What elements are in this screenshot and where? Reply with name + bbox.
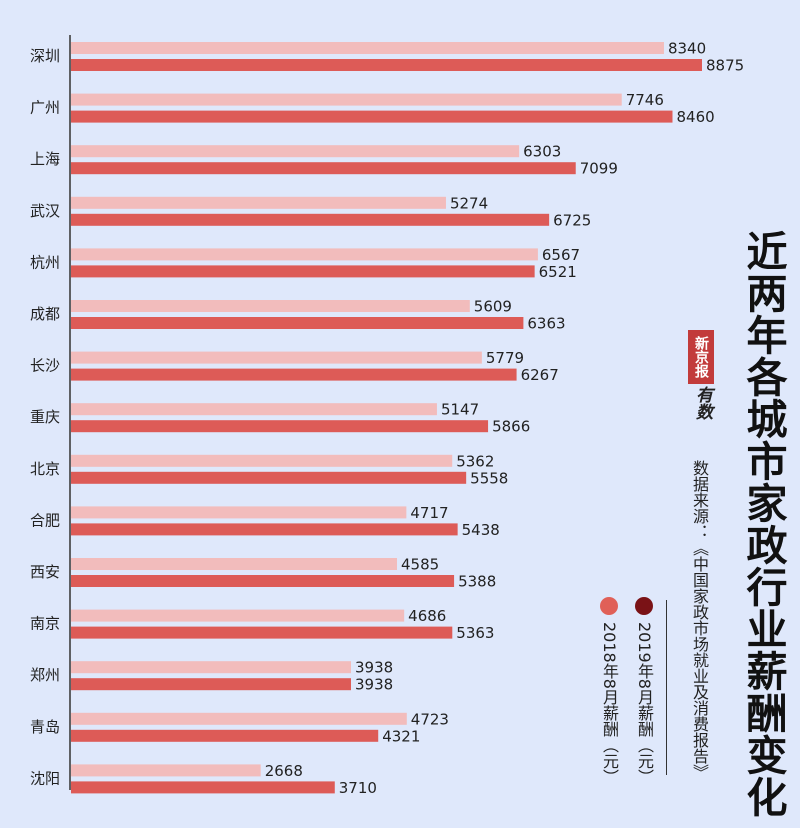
bar-2018 [71,712,407,725]
legend-divider [666,600,667,775]
data-label: 5147 [441,401,479,419]
data-label: 5609 [474,298,512,316]
bar-2019 [71,368,517,381]
category-label: 沈阳 [30,769,60,787]
logo-script-text: 有数 [692,386,712,420]
bar-2018 [71,145,520,158]
bar-2018 [71,558,397,570]
bar-2018 [71,93,622,106]
data-source: 数据来源：《中国家政市场就业及消费报告》 [690,460,709,780]
data-label: 7099 [580,160,618,178]
bar-2019 [71,575,455,587]
category-label: 杭州 [30,253,60,271]
category-label: 北京 [30,460,60,478]
category-label: 西安 [30,563,60,581]
bar-2018 [71,403,437,416]
bar-2019 [71,729,379,742]
data-label: 8340 [668,40,706,58]
data-label: 4717 [410,504,448,522]
bar-2019 [71,162,576,175]
bar-2019 [71,626,453,639]
logo-red-badge: 新京报 [688,330,714,384]
data-label: 8875 [706,57,744,75]
bar-2019 [71,317,524,329]
data-label: 3938 [355,659,393,677]
category-label: 广州 [30,99,60,117]
legend-2019-dot [635,597,653,615]
bar-2019 [71,420,489,433]
data-label: 5779 [486,349,524,367]
data-label: 4585 [401,556,439,574]
data-label: 5363 [456,624,494,642]
bar-2018 [71,506,407,519]
bar-2018 [71,454,453,467]
category-label: 青岛 [30,718,60,736]
bar-2018 [71,196,446,209]
bar-2019 [71,471,467,484]
bar-2019 [71,523,458,536]
category-label: 深圳 [30,47,60,65]
data-label: 6267 [521,366,559,384]
category-label: 重庆 [30,408,60,426]
bar-2019 [71,213,550,226]
bar-2019 [71,781,335,794]
legend-2019-label: 2019年8月薪酬（元） [635,622,654,785]
category-label: 长沙 [30,357,60,375]
bar-2018 [71,661,351,674]
category-label: 上海 [30,150,60,168]
data-label: 4723 [411,710,449,728]
category-label: 合肥 [30,511,60,529]
bar-2019 [71,678,351,691]
bar-2019 [71,59,702,71]
data-label: 8460 [676,108,714,126]
category-label: 南京 [30,615,60,633]
data-label: 6363 [527,315,565,333]
data-label: 5438 [462,521,500,539]
data-label: 5388 [458,573,496,591]
legend-2018-dot [600,597,618,615]
data-label: 5558 [470,469,508,487]
data-label: 4686 [408,607,446,625]
bar-2018 [71,300,470,312]
category-label: 郑州 [30,666,60,684]
logo: 新京报 有数 [688,330,718,440]
data-label: 6567 [542,246,580,264]
data-label: 2668 [265,762,303,780]
bar-2018 [71,42,664,54]
data-label: 3938 [355,676,393,694]
data-label: 6303 [523,143,561,161]
chart-title: 近两年各城市家政行业薪酬变化 [739,230,787,818]
data-label: 5362 [456,452,494,470]
bar-2018 [71,764,261,777]
data-label: 5274 [450,194,488,212]
bar-2019 [71,110,673,123]
data-label: 6725 [553,211,591,229]
bar-2018 [71,609,405,622]
data-label: 7746 [626,91,664,109]
category-label: 成都 [30,305,60,323]
bar-2018 [71,248,538,261]
bar-2018 [71,351,482,364]
category-label: 武汉 [30,202,60,220]
bar-2019 [71,265,535,278]
data-label: 6521 [539,263,577,281]
legend-2018-label: 2018年8月薪酬（元） [600,622,619,785]
data-label: 5866 [492,418,530,436]
data-label: 3710 [339,779,377,797]
data-label: 4321 [382,727,420,745]
